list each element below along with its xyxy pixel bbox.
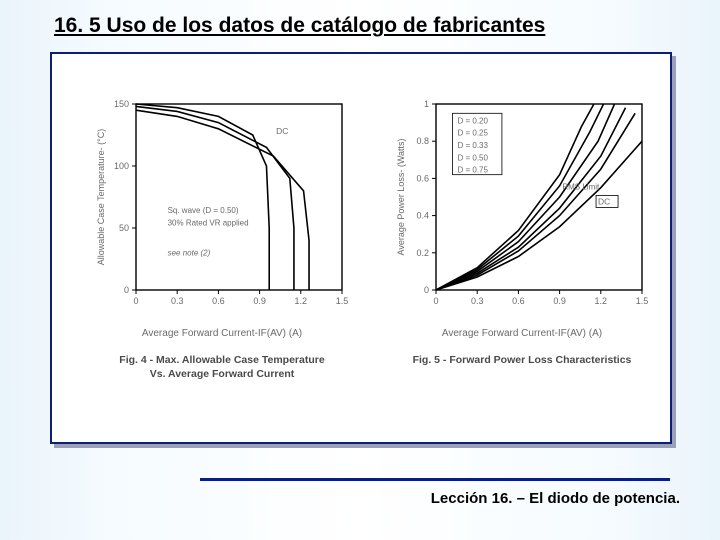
svg-text:0: 0 xyxy=(433,296,438,306)
svg-text:Allowable Case Temperature- (°: Allowable Case Temperature- (°C) xyxy=(96,129,106,266)
svg-text:0: 0 xyxy=(424,285,429,295)
svg-text:0: 0 xyxy=(124,285,129,295)
svg-text:0.3: 0.3 xyxy=(471,296,484,306)
svg-text:1.5: 1.5 xyxy=(636,296,649,306)
page-title: 16. 5 Uso de los datos de catálogo de fa… xyxy=(54,14,545,38)
chart-fig4: 0 0.3 0.6 0.9 1.2 1.5 0 50 100 150 Allowable Case … xyxy=(82,94,362,381)
svg-text:100: 100 xyxy=(114,161,129,171)
footer-divider xyxy=(200,478,670,481)
svg-text:150: 150 xyxy=(114,99,129,109)
svg-text:0.3: 0.3 xyxy=(171,296,184,306)
svg-text:1.2: 1.2 xyxy=(295,296,308,306)
svg-text:30% Rated VR applied: 30% Rated VR applied xyxy=(168,219,249,228)
svg-text:0.2: 0.2 xyxy=(416,248,429,258)
svg-text:50: 50 xyxy=(119,223,129,233)
chart-fig4-xlabel: Average Forward Current-IF(AV) (A) xyxy=(142,328,302,339)
svg-text:Average Power Loss- (Watts): Average Power Loss- (Watts) xyxy=(396,138,406,255)
svg-text:1: 1 xyxy=(424,99,429,109)
svg-text:D = 0.25: D = 0.25 xyxy=(457,129,488,138)
svg-text:0.8: 0.8 xyxy=(416,136,429,146)
svg-text:0.9: 0.9 xyxy=(553,296,566,306)
caption-line: Vs. Average Forward Current xyxy=(150,368,295,380)
chart-fig5-svg: 0 0.3 0.6 0.9 1.2 1.5 0 0.2 0.4 0.6 0.8 1 Average Po… xyxy=(392,94,652,314)
chart-fig5-caption: Fig. 5 - Forward Power Loss Characterist… xyxy=(413,353,632,367)
svg-text:1.2: 1.2 xyxy=(595,296,608,306)
svg-text:0.9: 0.9 xyxy=(253,296,266,306)
svg-text:DC: DC xyxy=(598,196,610,206)
chart-fig4-caption: Fig. 4 - Max. Allowable Case Temperature… xyxy=(119,353,324,381)
svg-text:RMS Limit: RMS Limit xyxy=(562,183,600,192)
caption-line: Fig. 5 - Forward Power Loss Characterist… xyxy=(413,354,632,366)
svg-text:D = 0.20: D = 0.20 xyxy=(457,116,488,125)
svg-text:0.6: 0.6 xyxy=(512,296,525,306)
chart-fig4-svg: 0 0.3 0.6 0.9 1.2 1.5 0 50 100 150 Allowable Case … xyxy=(92,94,352,314)
svg-text:D = 0.75: D = 0.75 xyxy=(457,166,488,175)
svg-text:0: 0 xyxy=(133,296,138,306)
content-frame: 00.30.60.91.21.5050100150Allowable Case … xyxy=(50,52,672,444)
svg-text:Sq. wave (D = 0.50): Sq. wave (D = 0.50) xyxy=(168,206,239,215)
svg-text:D = 0.50: D = 0.50 xyxy=(457,153,488,162)
svg-text:0.6: 0.6 xyxy=(416,173,429,183)
svg-text:see note (2): see note (2) xyxy=(168,248,211,257)
chart-fig5: 0 0.3 0.6 0.9 1.2 1.5 0 0.2 0.4 0.6 0.8 1 Average Po… xyxy=(382,94,662,367)
caption-line: Fig. 4 - Max. Allowable Case Temperature xyxy=(119,354,324,366)
footer-text: Lección 16. – El diodo de potencia. xyxy=(431,490,680,507)
chart-fig5-xlabel: Average Forward Current-IF(AV) (A) xyxy=(442,328,602,339)
svg-text:DC: DC xyxy=(276,126,288,136)
svg-text:0.4: 0.4 xyxy=(416,211,429,221)
svg-text:D = 0.33: D = 0.33 xyxy=(457,141,488,150)
svg-text:1.5: 1.5 xyxy=(336,296,349,306)
svg-text:0.6: 0.6 xyxy=(212,296,225,306)
